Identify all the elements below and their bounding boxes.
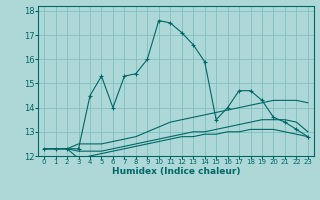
X-axis label: Humidex (Indice chaleur): Humidex (Indice chaleur) [112,167,240,176]
